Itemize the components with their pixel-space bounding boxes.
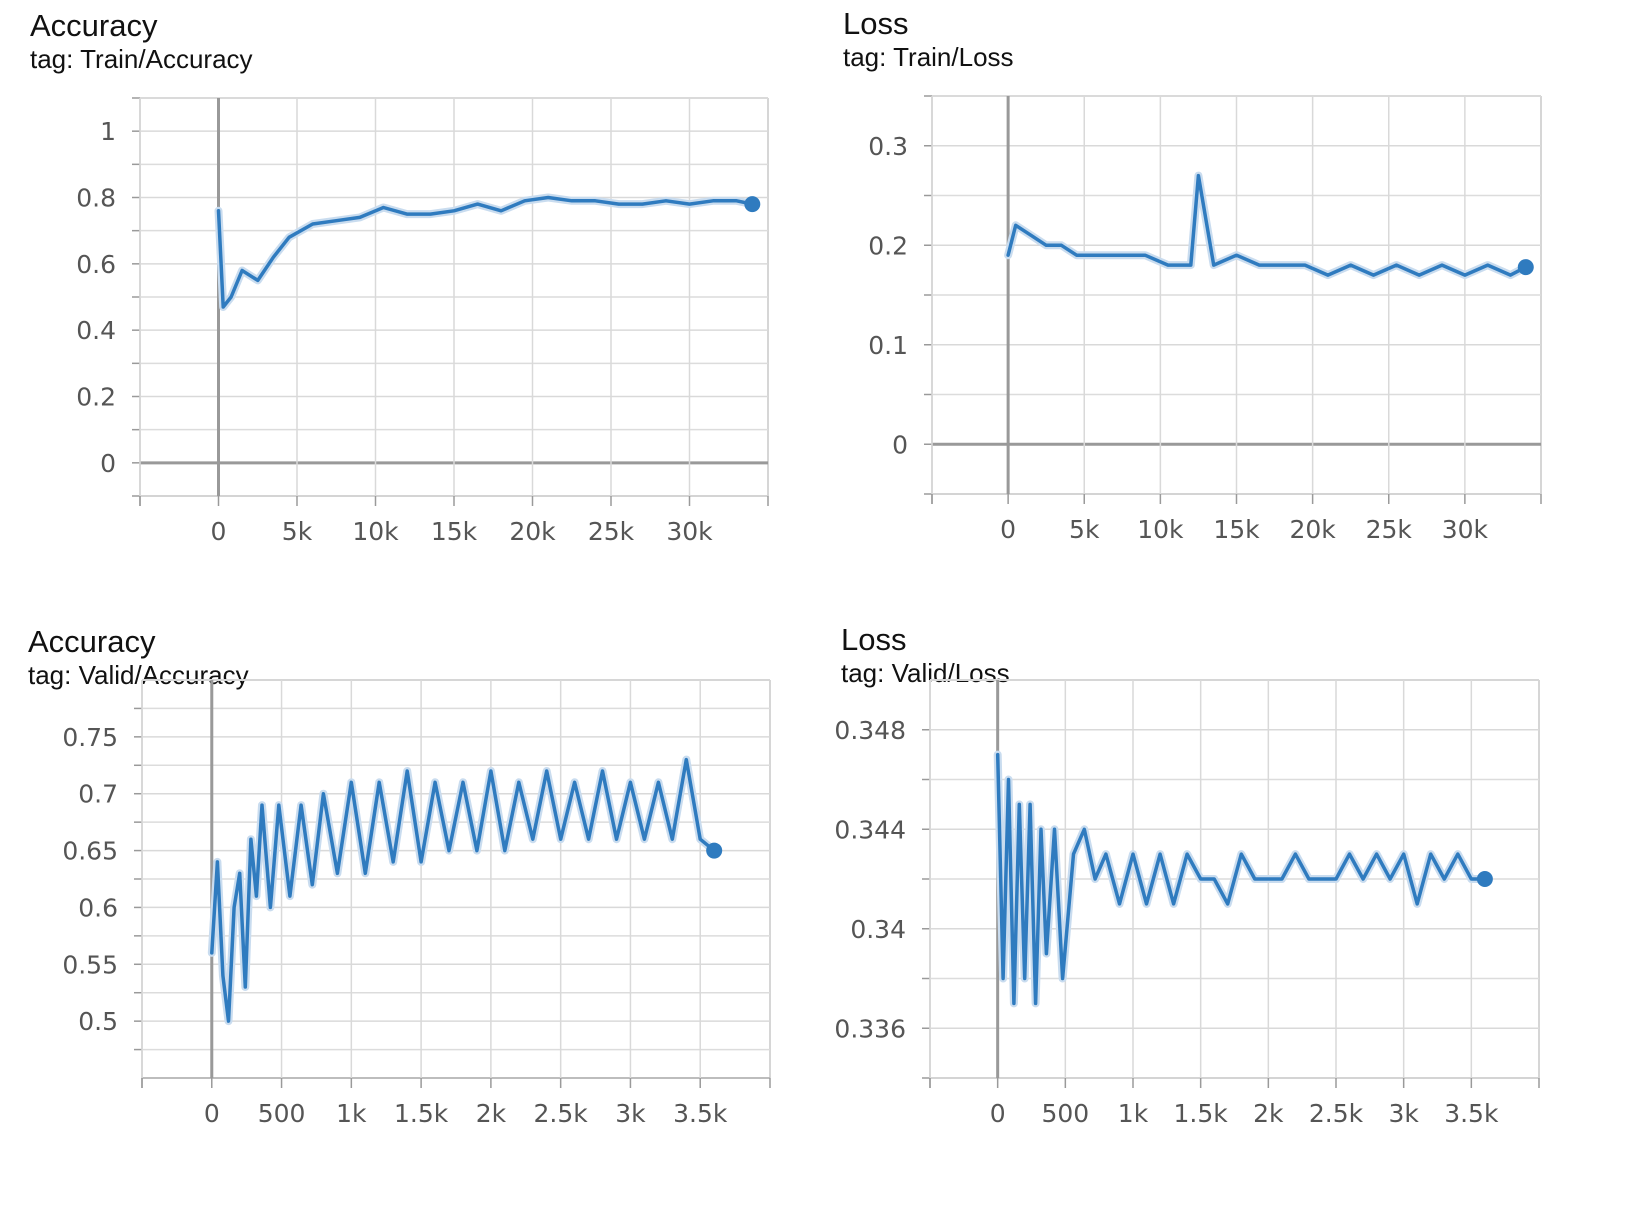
y-tick-label: 0.65 — [62, 837, 118, 866]
chart-tag: tag: Train/Loss — [843, 42, 1014, 72]
x-tick-label: 20k — [1289, 515, 1336, 544]
x-tick-label: 500 — [258, 1099, 306, 1128]
chart-svg: 0.75 0.7 0.65 0.6 0.55 0.5 0 500 1k 1.5k 2k 2.5k 3k 3… — [62, 679, 771, 1128]
x-tick-label: 15k — [431, 517, 478, 546]
chart-title: Accuracy — [28, 624, 156, 659]
y-tick-label: 0.75 — [62, 723, 118, 752]
series-raw-band — [214, 193, 757, 311]
y-tick-label: 0 — [892, 430, 908, 459]
x-tick-label: 1k — [1118, 1099, 1149, 1128]
chart-tag: tag: Valid/Loss — [841, 658, 1010, 688]
x-tick-label: 3.5k — [673, 1099, 728, 1128]
x-tick-label: 0 — [1000, 515, 1016, 544]
chart-svg: 0.3 0.2 0.1 0 0 5k 10k 15k 20k 25k 30k — [868, 95, 1542, 544]
y-tick-label: 0.2 — [76, 383, 116, 412]
y-tick-label: 0.6 — [76, 250, 116, 279]
y-tick-label: 0.344 — [834, 815, 906, 844]
x-tick-label: 2k — [476, 1099, 507, 1128]
y-tick-label: 0.348 — [834, 716, 906, 745]
chart-title: Loss — [841, 622, 907, 657]
y-tick-label: 0.8 — [76, 184, 116, 213]
x-tick-label: 0 — [204, 1099, 220, 1128]
y-tick-label: 0.34 — [850, 915, 906, 944]
y-tick-label: 0.55 — [62, 950, 118, 979]
x-tick-label: 25k — [1366, 515, 1413, 544]
series-end-marker — [1517, 259, 1534, 276]
x-tick-label: 2.5k — [534, 1099, 589, 1128]
x-tick-label: 3.5k — [1444, 1099, 1499, 1128]
series-raw-band — [1004, 171, 1530, 280]
y-tick-label: 0.5 — [78, 1007, 118, 1036]
x-tick-label: 25k — [588, 517, 635, 546]
y-tick-label: 0.2 — [868, 231, 908, 260]
series-line — [995, 752, 1487, 1006]
chart-tag: tag: Train/Accuracy — [30, 44, 253, 74]
chart-panel-train-loss: Loss tag: Train/Loss 0.3 0.2 0.1 0 0 5k 10k 15k… — [843, 6, 1643, 606]
x-tick-label: 10k — [352, 517, 399, 546]
series-end-marker — [706, 842, 723, 859]
y-tick-label: 0.7 — [78, 780, 118, 809]
chart-title: Accuracy — [30, 8, 158, 43]
x-tick-label: 3k — [615, 1099, 646, 1128]
x-tick-label: 5k — [1069, 515, 1100, 544]
x-tick-label: 0 — [990, 1099, 1006, 1128]
x-tick-label: 2k — [1253, 1099, 1284, 1128]
x-tick-label: 15k — [1213, 515, 1260, 544]
y-tick-label: 1 — [100, 117, 116, 146]
x-tick-label: 20k — [509, 517, 556, 546]
series-line — [1006, 173, 1528, 277]
chart-svg: 0.348 0.344 0.34 0.336 0 500 1k 1.5k 2k 2.5k 3k 3.5… — [834, 679, 1540, 1128]
y-tick-label: 0 — [100, 449, 116, 478]
x-tick-label: 1.5k — [394, 1099, 449, 1128]
chart-svg: 1 0.8 0.6 0.4 0.2 0 0 5k 10k 15k 20k 25k 30k — [76, 97, 769, 546]
series-line — [216, 195, 755, 309]
x-tick-label: 0 — [211, 517, 227, 546]
series-end-marker — [744, 196, 761, 213]
chart-title: Loss — [843, 6, 909, 41]
y-tick-label: 0.336 — [834, 1014, 906, 1043]
series-end-marker — [1476, 871, 1493, 887]
x-tick-label: 1k — [336, 1099, 367, 1128]
series-raw-band — [207, 755, 719, 1026]
x-tick-label: 2.5k — [1309, 1099, 1364, 1128]
x-tick-label: 30k — [666, 517, 713, 546]
y-tick-label: 0.3 — [868, 132, 908, 161]
x-tick-label: 30k — [1442, 515, 1489, 544]
chart-panel-valid-loss: Loss tag: Valid/Loss 0.348 0.344 0.34 0.336… — [834, 622, 1641, 1222]
chart-panel-valid-accuracy: Accuracy tag: Valid/Accuracy 0.75 0.7 0.65… — [28, 624, 828, 1224]
y-tick-label: 0.6 — [78, 893, 118, 922]
x-tick-label: 5k — [282, 517, 313, 546]
x-tick-label: 10k — [1137, 515, 1184, 544]
x-tick-label: 1.5k — [1174, 1099, 1229, 1128]
x-tick-label: 3k — [1388, 1099, 1419, 1128]
y-tick-label: 0.1 — [868, 331, 908, 360]
series-line — [210, 757, 716, 1023]
chart-panel-train-accuracy: Accuracy tag: Train/Accuracy 1 0.8 0.6 0.4 0… — [30, 8, 830, 608]
y-tick-label: 0.4 — [76, 316, 116, 345]
x-tick-label: 500 — [1041, 1099, 1089, 1128]
